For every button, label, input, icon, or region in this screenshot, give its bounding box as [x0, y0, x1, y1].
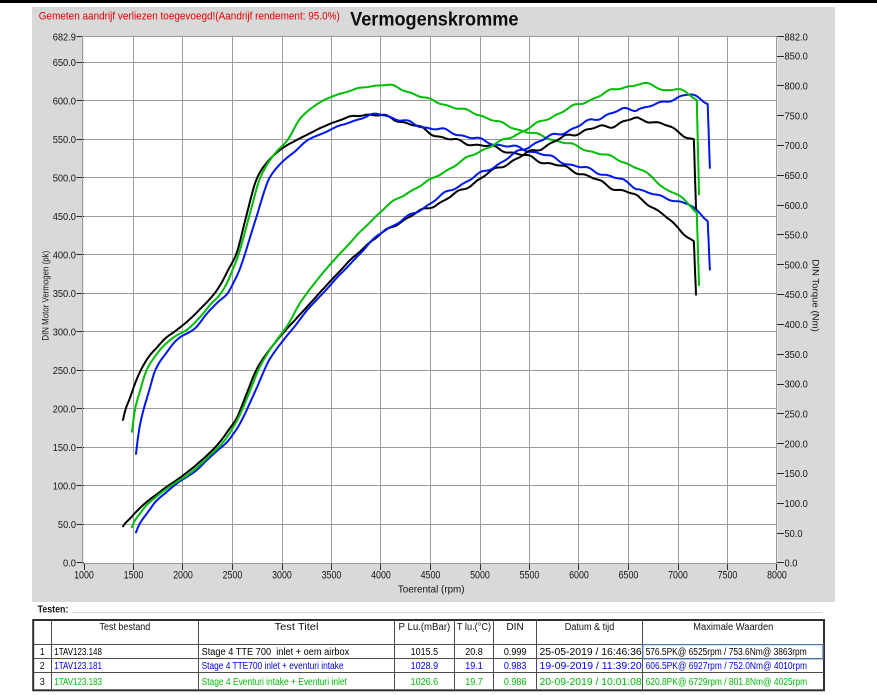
svg-text:250.0: 250.0 [785, 409, 808, 421]
svg-text:300.0: 300.0 [785, 379, 808, 391]
svg-text:4500: 4500 [421, 570, 441, 582]
svg-text:Gemeten aandrijf verliezen toe: Gemeten aandrijf verliezen toegevoegd!(A… [39, 10, 340, 22]
svg-text:100.0: 100.0 [785, 498, 808, 510]
svg-text:400.0: 400.0 [785, 319, 808, 331]
svg-text:1015.5: 1015.5 [411, 647, 439, 658]
svg-text:Datum & tijd: Datum & tijd [565, 622, 615, 633]
svg-text:Test Titel: Test Titel [275, 622, 319, 633]
svg-text:Toerental (rpm): Toerental (rpm) [398, 585, 465, 596]
svg-text:Stage 4 TTE700 inlet + eventur: Stage 4 TTE700 inlet + eventuri intake [202, 661, 344, 672]
svg-text:3: 3 [40, 677, 45, 688]
svg-text:DIN: DIN [506, 622, 524, 633]
svg-text:DIN Motor Vermogen (pk): DIN Motor Vermogen (pk) [41, 251, 52, 341]
svg-text:200.0: 200.0 [785, 438, 808, 450]
svg-text:450.0: 450.0 [53, 211, 76, 223]
svg-text:Vermogenskromme: Vermogenskromme [350, 9, 518, 30]
svg-text:0.986: 0.986 [504, 677, 527, 688]
svg-text:8000: 8000 [767, 570, 787, 582]
svg-text:20-09-2019 / 10:01:08: 20-09-2019 / 10:01:08 [540, 677, 643, 688]
svg-text:850.0: 850.0 [785, 51, 808, 63]
svg-text:650.0: 650.0 [785, 170, 808, 182]
svg-text:Test bestand: Test bestand [100, 622, 151, 633]
svg-text:1028.9: 1028.9 [411, 661, 439, 672]
svg-text:606.5PK@ 6927rpm / 752.0Nm@ 40: 606.5PK@ 6927rpm / 752.0Nm@ 4010rpm [646, 661, 807, 672]
svg-text:4000: 4000 [371, 570, 391, 582]
svg-text:1TAV123.148: 1TAV123.148 [54, 647, 102, 658]
svg-text:576.5PK@ 6525rpm / 753.6Nm@ 38: 576.5PK@ 6525rpm / 753.6Nm@ 3863rpm [646, 647, 807, 658]
svg-text:750.0: 750.0 [785, 110, 808, 122]
svg-text:2500: 2500 [223, 570, 243, 582]
svg-text:1TAV123.181: 1TAV123.181 [54, 661, 102, 672]
svg-text:1026.6: 1026.6 [411, 677, 439, 688]
svg-text:600.0: 600.0 [53, 96, 76, 108]
svg-text:25-05-2019 / 16:46:36: 25-05-2019 / 16:46:36 [540, 647, 643, 658]
svg-text:3000: 3000 [272, 570, 292, 582]
svg-text:5500: 5500 [520, 570, 540, 582]
svg-text:620.8PK@ 6729rpm / 801.8Nm@ 40: 620.8PK@ 6729rpm / 801.8Nm@ 4025rpm [646, 677, 808, 688]
svg-text:600.0: 600.0 [785, 200, 808, 212]
svg-text:200.0: 200.0 [53, 404, 76, 416]
svg-text:0.999: 0.999 [504, 647, 527, 658]
svg-text:682.9: 682.9 [53, 32, 76, 44]
svg-text:T lu.(°C): T lu.(°C) [457, 622, 491, 633]
svg-text:550.0: 550.0 [785, 230, 808, 242]
svg-text:700.0: 700.0 [785, 140, 808, 152]
svg-text:50.0: 50.0 [785, 528, 803, 540]
svg-text:3500: 3500 [322, 570, 342, 582]
svg-text:0.0: 0.0 [785, 558, 798, 570]
svg-text:7500: 7500 [718, 570, 738, 582]
svg-text:DIN Torque (Nm): DIN Torque (Nm) [810, 259, 821, 332]
svg-text:50.0: 50.0 [58, 519, 76, 531]
svg-text:1500: 1500 [124, 570, 144, 582]
svg-text:7000: 7000 [668, 570, 688, 582]
svg-text:19-09-2019 / 11:39:20: 19-09-2019 / 11:39:20 [540, 661, 643, 672]
svg-text:20.8: 20.8 [465, 647, 483, 658]
svg-text:100.0: 100.0 [53, 481, 76, 493]
svg-text:882.0: 882.0 [785, 32, 808, 44]
svg-text:800.0: 800.0 [785, 81, 808, 93]
svg-text:6500: 6500 [619, 570, 639, 582]
svg-text:2000: 2000 [173, 570, 193, 582]
svg-text:Testen:: Testen: [38, 603, 69, 615]
svg-text:500.0: 500.0 [785, 259, 808, 271]
svg-text:250.0: 250.0 [53, 365, 76, 377]
svg-text:300.0: 300.0 [53, 327, 76, 339]
svg-text:150.0: 150.0 [785, 468, 808, 480]
svg-text:150.0: 150.0 [53, 442, 76, 454]
svg-text:P Lu.(mBar): P Lu.(mBar) [399, 622, 451, 633]
svg-text:400.0: 400.0 [53, 250, 76, 262]
svg-text:2: 2 [40, 661, 45, 672]
svg-text:650.0: 650.0 [53, 57, 76, 69]
svg-text:0.983: 0.983 [504, 661, 527, 672]
svg-text:350.0: 350.0 [785, 349, 808, 361]
svg-text:Stage 4 Eventuri intake + Even: Stage 4 Eventuri intake + Eventuri inlet [202, 677, 347, 688]
svg-text:Maximale Waarden: Maximale Waarden [693, 622, 773, 633]
svg-text:6000: 6000 [569, 570, 589, 582]
svg-text:1: 1 [40, 647, 45, 658]
svg-text:19.1: 19.1 [465, 661, 483, 672]
svg-text:19.7: 19.7 [465, 677, 483, 688]
svg-text:1000: 1000 [74, 570, 94, 582]
svg-text:1TAV123.183: 1TAV123.183 [54, 677, 102, 688]
svg-text:450.0: 450.0 [785, 289, 808, 301]
svg-text:Stage 4 TTE 700 inlet + oem a: Stage 4 TTE 700 inlet + oem airbox [202, 647, 350, 658]
svg-text:500.0: 500.0 [53, 173, 76, 185]
svg-text:5000: 5000 [470, 570, 490, 582]
svg-text:350.0: 350.0 [53, 288, 76, 300]
svg-text:550.0: 550.0 [53, 134, 76, 146]
svg-text:0.0: 0.0 [63, 558, 76, 570]
